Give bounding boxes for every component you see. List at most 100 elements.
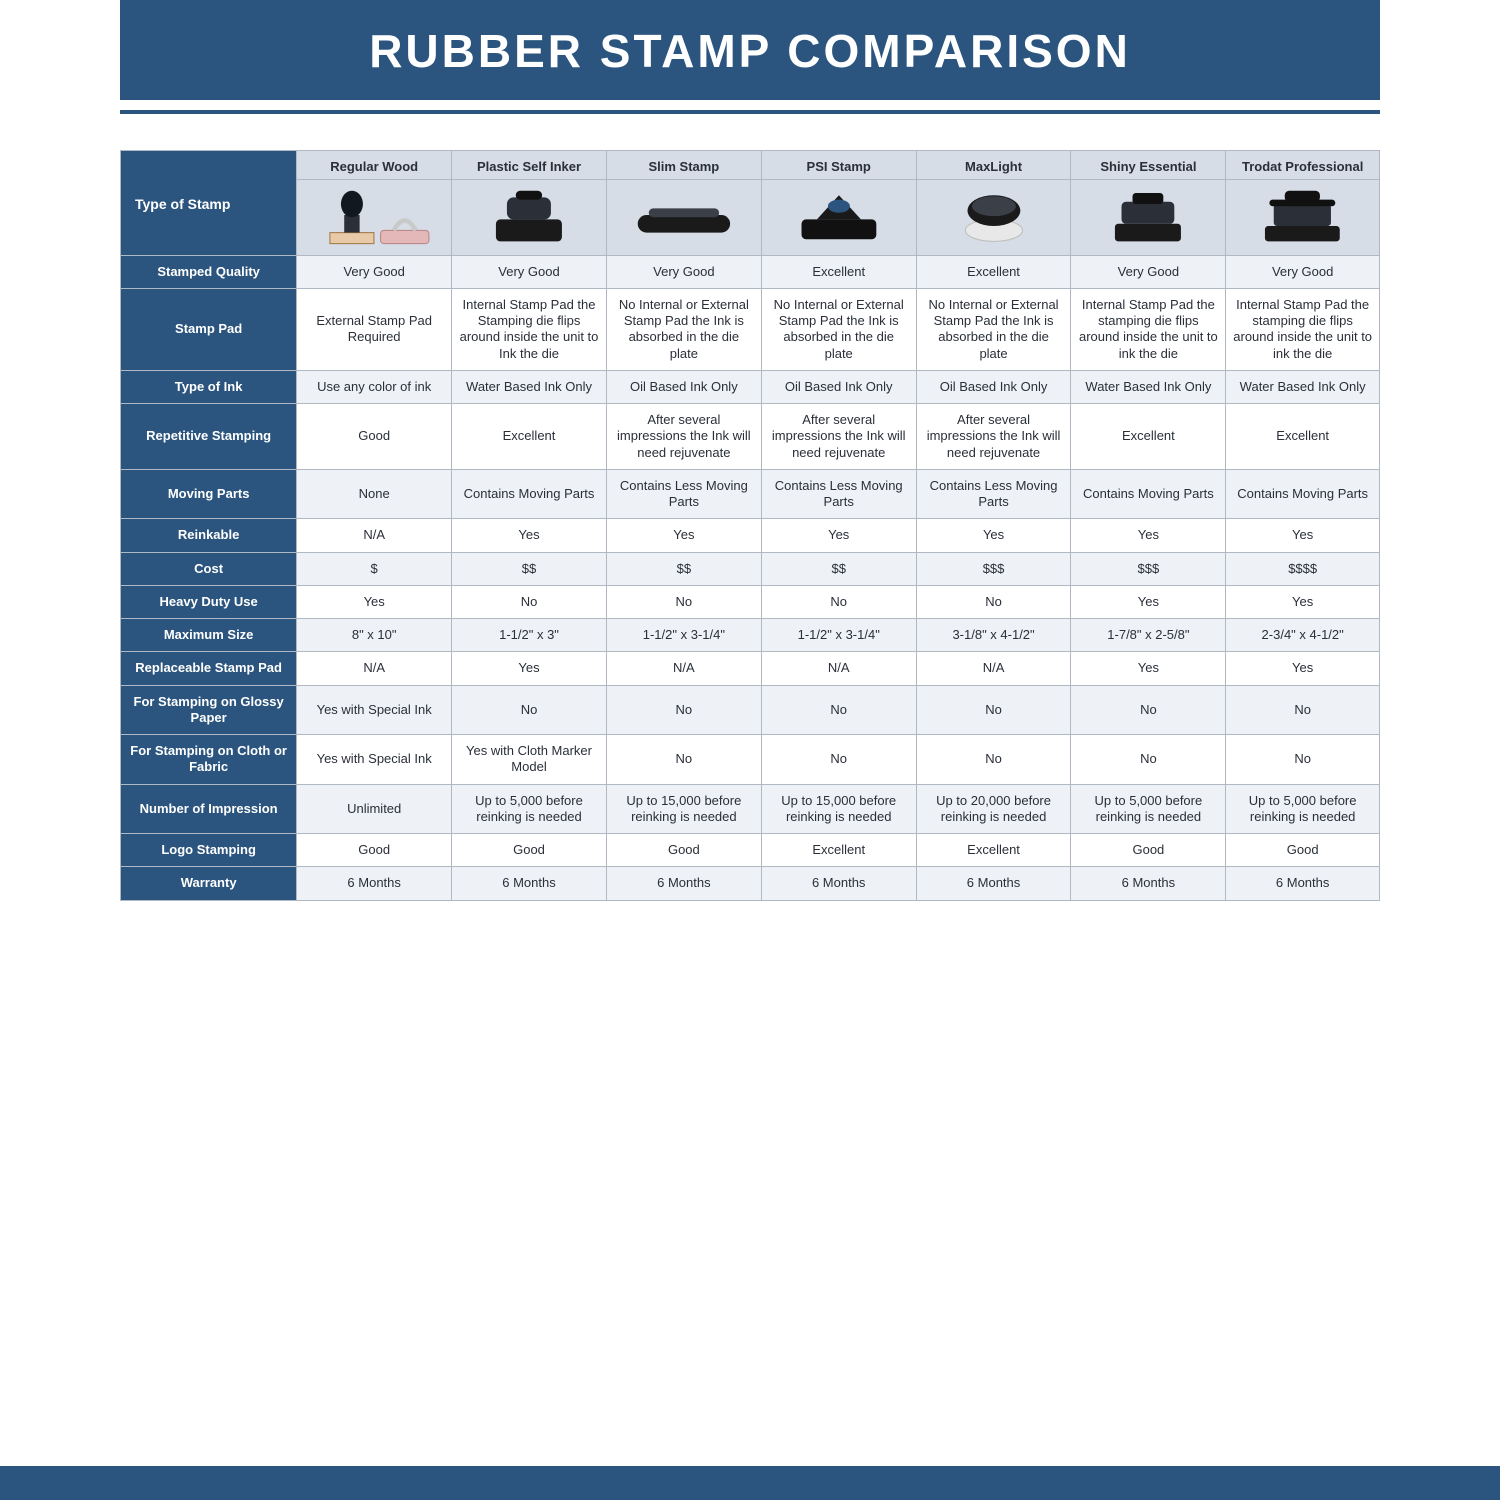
table-cell: Up to 15,000 before reinking is needed	[761, 784, 916, 834]
table-cell: Oil Based Ink Only	[761, 370, 916, 403]
table-cell: Contains Moving Parts	[1071, 469, 1226, 519]
table-cell: Yes with Special Ink	[297, 735, 452, 785]
table-cell: No	[761, 685, 916, 735]
table-body: Stamped QualityVery GoodVery GoodVery Go…	[121, 255, 1380, 900]
table-cell: After several impressions the Ink will n…	[916, 404, 1071, 470]
table-cell: Excellent	[1071, 404, 1226, 470]
table-cell: $$$	[1071, 552, 1226, 585]
shiny-essential-stamp-icon	[1073, 182, 1223, 248]
table-cell: Very Good	[1071, 255, 1226, 288]
table-cell: No	[452, 685, 607, 735]
table-cell: Yes with Special Ink	[297, 685, 452, 735]
table-cell: Yes	[452, 652, 607, 685]
row-label: Moving Parts	[121, 469, 297, 519]
col-header: PSI Stamp	[761, 151, 916, 180]
table-cell: Good	[452, 834, 607, 867]
table-cell: 3-1/8" x 4-1/2"	[916, 619, 1071, 652]
table-cell: 1-7/8" x 2-5/8"	[1071, 619, 1226, 652]
table-row: Maximum Size8" x 10"1-1/2" x 3"1-1/2" x …	[121, 619, 1380, 652]
table-cell: Contains Less Moving Parts	[761, 469, 916, 519]
table-cell: No	[916, 685, 1071, 735]
table-row: Logo StampingGoodGoodGoodExcellentExcell…	[121, 834, 1380, 867]
table-cell: 6 Months	[1226, 867, 1380, 900]
table-cell: N/A	[297, 652, 452, 685]
table-cell: Oil Based Ink Only	[606, 370, 761, 403]
table-cell: Excellent	[761, 255, 916, 288]
table-cell: No	[1071, 685, 1226, 735]
row-label: For Stamping on Cloth or Fabric	[121, 735, 297, 785]
table-cell: Use any color of ink	[297, 370, 452, 403]
type-of-stamp-label: Type of Stamp	[121, 151, 297, 256]
table-cell: No	[606, 735, 761, 785]
table-cell: No	[916, 585, 1071, 618]
col-header: Shiny Essential	[1071, 151, 1226, 180]
table-cell: No	[1226, 735, 1380, 785]
table-cell: Up to 5,000 before reinking is needed	[1071, 784, 1226, 834]
table-cell: $$	[606, 552, 761, 585]
table-cell: Yes	[297, 585, 452, 618]
table-cell: Good	[297, 404, 452, 470]
table-cell: Yes	[452, 519, 607, 552]
table-row: Type of InkUse any color of inkWater Bas…	[121, 370, 1380, 403]
row-label: Stamped Quality	[121, 255, 297, 288]
table-cell: N/A	[761, 652, 916, 685]
table-cell: Yes	[1226, 585, 1380, 618]
table-row: Stamp PadExternal Stamp Pad RequiredInte…	[121, 288, 1380, 370]
stamp-image-cell	[761, 180, 916, 255]
table-cell: Yes	[761, 519, 916, 552]
self-inker-stamp-icon	[454, 182, 604, 248]
table-cell: Good	[1226, 834, 1380, 867]
table-cell: Up to 5,000 before reinking is needed	[1226, 784, 1380, 834]
table-cell: No	[452, 585, 607, 618]
stamp-image-cell	[1226, 180, 1380, 255]
table-cell: 1-1/2" x 3"	[452, 619, 607, 652]
trodat-professional-stamp-icon	[1228, 182, 1377, 248]
col-header: Trodat Professional	[1226, 151, 1380, 180]
table-cell: After several impressions the Ink will n…	[606, 404, 761, 470]
table-row: ReinkableN/AYesYesYesYesYesYes	[121, 519, 1380, 552]
table-cell: Up to 5,000 before reinking is needed	[452, 784, 607, 834]
table-row: For Stamping on Cloth or FabricYes with …	[121, 735, 1380, 785]
table-row: Moving PartsNoneContains Moving PartsCon…	[121, 469, 1380, 519]
table-cell: Excellent	[916, 255, 1071, 288]
row-label: Replaceable Stamp Pad	[121, 652, 297, 685]
col-header: Plastic Self Inker	[452, 151, 607, 180]
table-cell: No	[761, 735, 916, 785]
table-cell: No	[1226, 685, 1380, 735]
table-cell: 6 Months	[761, 867, 916, 900]
table-cell: Internal Stamp Pad the stamping die flip…	[1226, 288, 1380, 370]
table-cell: Very Good	[297, 255, 452, 288]
table-cell: None	[297, 469, 452, 519]
image-row	[121, 180, 1380, 255]
table-row: Heavy Duty UseYesNoNoNoNoYesYes	[121, 585, 1380, 618]
table-cell: No	[606, 585, 761, 618]
table-cell: Excellent	[916, 834, 1071, 867]
row-label: For Stamping on Glossy Paper	[121, 685, 297, 735]
table-cell: 8" x 10"	[297, 619, 452, 652]
table-cell: After several impressions the Ink will n…	[761, 404, 916, 470]
page-title: RUBBER STAMP COMPARISON	[120, 0, 1380, 100]
table-cell: Yes	[1071, 652, 1226, 685]
row-label: Number of Impression	[121, 784, 297, 834]
table-cell: 1-1/2" x 3-1/4"	[761, 619, 916, 652]
table-row: Number of ImpressionUnlimitedUp to 5,000…	[121, 784, 1380, 834]
table-cell: Very Good	[606, 255, 761, 288]
column-header-row: Type of Stamp Regular Wood Plastic Self …	[121, 151, 1380, 180]
table-cell: $$$	[916, 552, 1071, 585]
table-cell: Internal Stamp Pad the Stamping die flip…	[452, 288, 607, 370]
table-cell: Yes	[1226, 652, 1380, 685]
table-row: Stamped QualityVery GoodVery GoodVery Go…	[121, 255, 1380, 288]
row-label: Reinkable	[121, 519, 297, 552]
table-row: Cost$$$$$$$$$$$$$$$$$	[121, 552, 1380, 585]
table-cell: Excellent	[452, 404, 607, 470]
slim-stamp-icon	[609, 182, 759, 248]
table-cell: $$	[452, 552, 607, 585]
table-cell: Excellent	[761, 834, 916, 867]
table-row: Replaceable Stamp PadN/AYesN/AN/AN/AYesY…	[121, 652, 1380, 685]
table-cell: Contains Less Moving Parts	[916, 469, 1071, 519]
table-cell: $	[297, 552, 452, 585]
row-label: Warranty	[121, 867, 297, 900]
table-cell: Yes	[1071, 519, 1226, 552]
table-cell: No	[606, 685, 761, 735]
wood-handle-stamp-icon	[299, 182, 449, 248]
